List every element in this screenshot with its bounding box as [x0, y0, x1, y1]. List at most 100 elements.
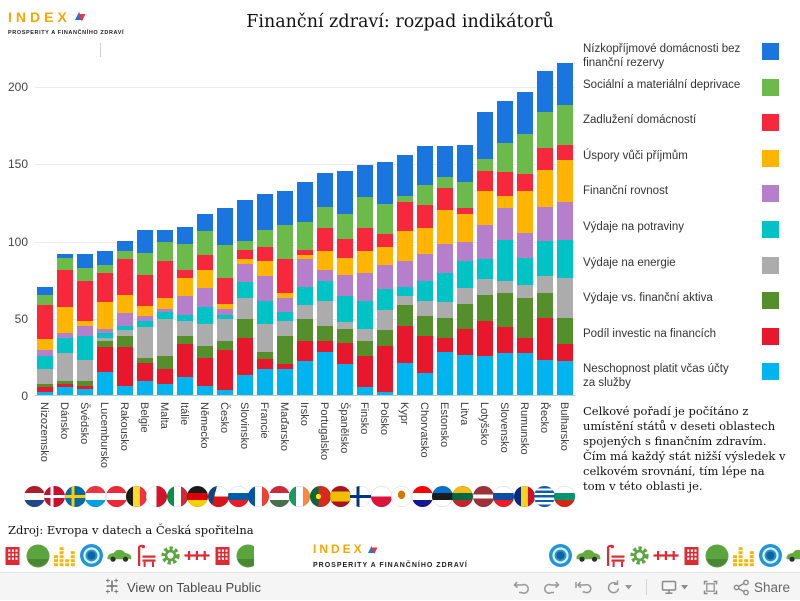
bar-segment[interactable]: [237, 259, 253, 264]
bar-segment[interactable]: [517, 133, 533, 175]
bar-segment[interactable]: [317, 351, 333, 395]
bar-segment[interactable]: [157, 297, 173, 309]
bar-segment[interactable]: [77, 254, 93, 269]
bar-segment[interactable]: [97, 371, 113, 395]
bar-segment[interactable]: [397, 362, 413, 395]
legend-item[interactable]: Sociální a materiální deprivace: [583, 78, 779, 114]
bar-segment[interactable]: [317, 300, 333, 326]
bar-segment[interactable]: [517, 232, 533, 258]
bar-segment[interactable]: [337, 328, 353, 343]
x-axis-label[interactable]: Česko: [218, 402, 230, 434]
bar-segment[interactable]: [217, 245, 233, 278]
bar-segment[interactable]: [257, 276, 273, 301]
bar-segment[interactable]: [357, 197, 373, 229]
x-axis-label[interactable]: Švédsko: [78, 402, 90, 445]
bar-segment[interactable]: [117, 385, 133, 395]
bar-segment[interactable]: [377, 391, 393, 395]
bar-segment[interactable]: [397, 305, 413, 326]
bar-segment[interactable]: [117, 330, 133, 337]
bar-segment[interactable]: [477, 158, 493, 172]
bar-segment[interactable]: [417, 184, 433, 205]
bar-segment[interactable]: [177, 277, 193, 297]
bar-Dánsko[interactable]: [57, 254, 73, 395]
bar-segment[interactable]: [77, 381, 93, 386]
bar-segment[interactable]: [317, 269, 333, 281]
bar-segment[interactable]: [77, 280, 93, 321]
bar-segment[interactable]: [117, 336, 133, 348]
bar-segment[interactable]: [37, 294, 53, 306]
bar-segment[interactable]: [157, 229, 173, 243]
bar-segment[interactable]: [357, 387, 373, 395]
x-axis-label[interactable]: Irsko: [298, 402, 310, 426]
bar-segment[interactable]: [237, 249, 253, 260]
bar-segment[interactable]: [557, 277, 573, 318]
bar-segment[interactable]: [37, 391, 53, 395]
fullscreen-button[interactable]: [702, 579, 719, 596]
bar-segment[interactable]: [237, 240, 253, 250]
bar-segment[interactable]: [297, 181, 313, 223]
bar-segment[interactable]: [297, 305, 313, 320]
bar-segment[interactable]: [477, 171, 493, 192]
bar-segment[interactable]: [517, 353, 533, 395]
bar-segment[interactable]: [537, 169, 553, 207]
bar-segment[interactable]: [217, 308, 233, 315]
bar-segment[interactable]: [437, 243, 453, 273]
bar-Německo[interactable]: [197, 214, 213, 395]
bar-segment[interactable]: [197, 385, 213, 395]
bar-segment[interactable]: [497, 280, 513, 294]
bar-segment[interactable]: [357, 273, 373, 301]
bar-segment[interactable]: [57, 254, 73, 258]
bar-Řecko[interactable]: [537, 70, 553, 395]
bar-segment[interactable]: [357, 356, 373, 388]
bar-segment[interactable]: [377, 288, 393, 311]
bar-segment[interactable]: [217, 390, 233, 395]
bar-segment[interactable]: [557, 240, 573, 278]
bar-segment[interactable]: [357, 300, 373, 329]
bar-segment[interactable]: [197, 288, 213, 307]
bar-segment[interactable]: [537, 317, 553, 360]
bar-segment[interactable]: [57, 269, 73, 308]
bar-segment[interactable]: [257, 229, 273, 247]
bar-segment[interactable]: [257, 359, 273, 369]
bar-segment[interactable]: [317, 228, 333, 252]
x-axis-label[interactable]: Dánsko: [58, 402, 70, 440]
legend-item[interactable]: Úspory vůči příjmům: [583, 149, 779, 185]
bar-segment[interactable]: [377, 161, 393, 204]
bar-segment[interactable]: [157, 319, 173, 357]
bar-segment[interactable]: [77, 325, 93, 337]
bar-segment[interactable]: [137, 253, 153, 275]
bar-segment[interactable]: [177, 336, 193, 345]
bar-segment[interactable]: [397, 260, 413, 287]
bar-segment[interactable]: [277, 297, 293, 312]
bar-segment[interactable]: [177, 296, 193, 315]
bar-segment[interactable]: [417, 228, 433, 255]
bar-segment[interactable]: [137, 362, 153, 382]
bar-segment[interactable]: [237, 337, 253, 375]
bar-Kypr[interactable]: [397, 155, 413, 395]
bar-segment[interactable]: [477, 356, 493, 395]
bar-Česko[interactable]: [217, 208, 233, 395]
bar-Lotyšsko[interactable]: [477, 112, 493, 395]
bar-segment[interactable]: [277, 293, 293, 298]
bar-Maďarsko[interactable]: [277, 191, 293, 395]
bar-segment[interactable]: [137, 316, 153, 321]
bar-segment[interactable]: [357, 251, 373, 274]
bar-segment[interactable]: [397, 195, 413, 202]
bar-Rumunsko[interactable]: [517, 92, 533, 395]
bar-segment[interactable]: [97, 340, 113, 348]
x-axis-label[interactable]: Bulharsko: [558, 402, 570, 451]
x-axis-label[interactable]: Lucembursko: [98, 402, 110, 469]
bar-segment[interactable]: [537, 276, 553, 294]
bar-segment[interactable]: [477, 259, 493, 280]
legend-item[interactable]: Neschopnost platit včas účty za služby: [583, 362, 779, 398]
bar-segment[interactable]: [237, 297, 253, 320]
bar-segment[interactable]: [177, 376, 193, 395]
bar-segment[interactable]: [57, 381, 73, 385]
bar-Itálie[interactable]: [177, 226, 193, 395]
bar-segment[interactable]: [557, 361, 573, 395]
bar-segment[interactable]: [337, 239, 353, 258]
bar-segment[interactable]: [337, 364, 353, 395]
bar-segment[interactable]: [437, 302, 453, 318]
x-axis-label[interactable]: Francie: [258, 402, 270, 439]
download-button[interactable]: [660, 579, 689, 595]
